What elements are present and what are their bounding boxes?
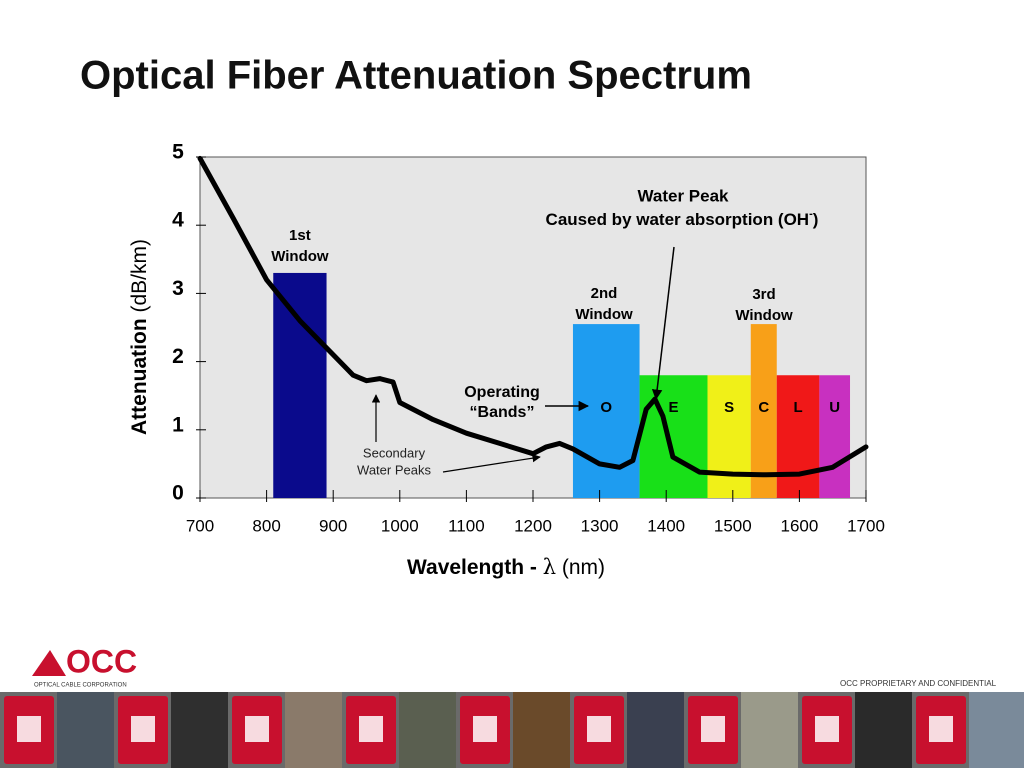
x-tick-label: 1400	[647, 516, 685, 535]
photo-tile	[285, 692, 342, 768]
x-tick-label: 1500	[714, 516, 752, 535]
y-tick-label: 0	[172, 482, 184, 505]
icon-glyph	[929, 716, 953, 742]
x-tick-label: 1300	[581, 516, 619, 535]
band-label: L	[793, 399, 802, 416]
banner-strip	[4, 692, 1024, 768]
x-tick-label: 1000	[381, 516, 419, 535]
y-tick-label: 1	[172, 413, 184, 436]
arrow	[442, 454, 541, 473]
y-tick-label: 3	[172, 277, 184, 300]
x-tick-label: 1200	[514, 516, 552, 535]
company: OPTICAL CABLE CORPORATION	[34, 683, 127, 689]
window-label: Window	[271, 248, 329, 265]
icon-glyph	[587, 716, 611, 742]
band-bar	[639, 375, 708, 498]
x-tick-label: 900	[319, 516, 347, 535]
photo-tile	[855, 692, 912, 768]
icon-glyph	[701, 716, 725, 742]
x-axis-title: Wavelength - λ (nm)	[407, 555, 605, 579]
window-label: Window	[575, 306, 633, 323]
icon-glyph	[131, 716, 155, 742]
band-label: S	[724, 399, 734, 416]
photo-tile	[171, 692, 228, 768]
band-label: E	[669, 399, 679, 416]
x-tick-label: 700	[186, 516, 214, 535]
arrow	[651, 246, 675, 401]
photo-tile	[513, 692, 570, 768]
x-tick-label: 1700	[847, 516, 885, 535]
window-label: Window	[735, 307, 793, 324]
band-bar	[750, 324, 777, 498]
annotation: Secondary	[363, 445, 426, 460]
annotation: Water Peak	[637, 186, 729, 205]
notice: OCC PROPRIETARY AND CONFIDENTIAL	[840, 679, 997, 688]
y-tick-label: 5	[172, 141, 184, 164]
photo-tile	[399, 692, 456, 768]
y-tick-label: 2	[172, 345, 184, 368]
photo-tile	[627, 692, 684, 768]
banner	[0, 692, 1024, 768]
x-tick-label: 800	[252, 516, 280, 535]
window-bar	[273, 272, 327, 498]
icon-glyph	[473, 716, 497, 742]
annotation: “Bands”	[470, 404, 535, 421]
band-bar	[707, 375, 751, 498]
icon-glyph	[815, 716, 839, 742]
icon-glyph	[359, 716, 383, 742]
y-tick-label: 4	[172, 209, 184, 232]
photo-tile	[969, 692, 1024, 768]
band-label: O	[600, 399, 612, 416]
icon-glyph	[245, 716, 269, 742]
logo-icon	[32, 650, 66, 676]
plot: O E S C L U 1st Window 2nd Window 3rd Window 0 1 2 3 4 5 7…	[172, 141, 885, 536]
x-tick-label: 1600	[780, 516, 818, 535]
annotation: Operating	[464, 384, 540, 401]
window-label: 3rd	[752, 286, 775, 303]
x-tick-label: 1100	[448, 516, 485, 535]
annotation: Caused by water absorption (OH-)	[546, 208, 819, 230]
band-bar	[819, 375, 851, 498]
window-label: 1st	[289, 227, 311, 244]
logo: OCC	[66, 643, 137, 679]
photo-tile	[57, 692, 114, 768]
band-label: C	[758, 399, 769, 416]
window-label: 2nd	[591, 285, 618, 302]
photo-tile	[741, 692, 798, 768]
icon-glyph	[17, 716, 41, 742]
footer: OCC OPTICAL CABLE CORPORATION OCC PROPRI…	[0, 643, 1024, 768]
attenuation-curve	[197, 155, 869, 478]
annotation: Water Peaks	[357, 462, 431, 477]
band-label: U	[829, 399, 840, 416]
slide-title: Optical Fiber Attenuation Spectrum	[80, 54, 752, 98]
band-bar	[776, 375, 820, 498]
y-axis-title: Attenuation (dB/km)	[128, 239, 151, 435]
